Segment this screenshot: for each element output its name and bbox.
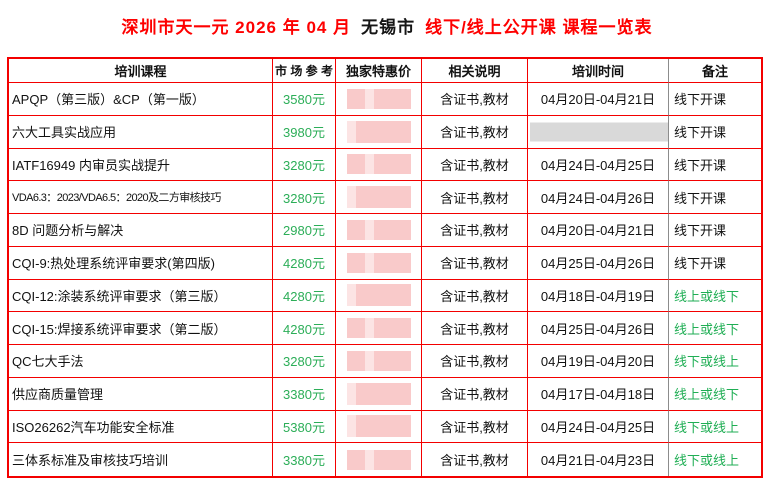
price-redaction-block — [346, 415, 411, 438]
remark-cell: 线下开课 — [669, 149, 761, 182]
header-remark: 备注 — [669, 59, 761, 83]
market-price-cell: 4280元 — [273, 312, 336, 345]
remark-cell: 线下或线上 — [669, 345, 761, 378]
remark-cell: 线下开课 — [669, 247, 761, 280]
price-redaction-block — [346, 88, 411, 109]
special-price-cell — [336, 312, 422, 345]
schedule-cell: 04月20日-04月21日 — [528, 83, 669, 116]
description-cell: 含证书,教材 — [422, 181, 528, 214]
price-redaction-block — [346, 120, 411, 143]
description-cell: 含证书,教材 — [422, 312, 528, 345]
market-price-cell: 3980元 — [273, 115, 336, 149]
market-price-cell: 3280元 — [273, 181, 336, 214]
special-price-cell — [336, 410, 422, 444]
header-market-price: 市 场 参 考 — [273, 59, 336, 83]
header-schedule: 培训时间 — [528, 59, 669, 83]
header-special-price: 独家特惠价 — [336, 59, 422, 83]
course-cell: VDA6.3：2023/VDA6.5：2020及二方审核技巧 — [9, 181, 273, 214]
description-cell: 含证书,教材 — [422, 279, 528, 313]
course-cell: ISO26262汽车功能安全标准 — [9, 410, 273, 444]
special-price-cell — [336, 115, 422, 149]
remark-cell: 线下或线上 — [669, 411, 761, 444]
remark-cell: 线上或线下 — [669, 312, 761, 345]
price-redaction-block — [346, 154, 411, 175]
market-price-cell: 3380元 — [273, 377, 336, 411]
market-price-cell: 5380元 — [273, 410, 336, 444]
market-price-cell: 2980元 — [273, 214, 336, 247]
page-title: 深圳市天一元 2026 年 04 月无锡市 线下/线上公开课 课程一览表 — [0, 13, 774, 38]
schedule-cell: 04月20日-04月21日 — [528, 214, 669, 247]
description-cell: 含证书,教材 — [422, 246, 528, 280]
special-price-cell — [336, 246, 422, 280]
market-price-cell: 4280元 — [273, 279, 336, 313]
price-redaction-block — [346, 284, 411, 307]
remark-cell: 线下或线上 — [674, 453, 740, 469]
description-cell: 含证书,教材 — [422, 148, 528, 182]
special-price-cell — [336, 181, 422, 214]
course-cell: 供应商质量管理 — [9, 377, 273, 411]
description-cell: 含证书,教材 — [422, 410, 528, 444]
schedule-cell: 04月18日-04月19日 — [528, 279, 669, 313]
description-cell: 含证书,教材 — [422, 83, 528, 116]
course-cell: APQP（第三版）&CP（第一版） — [9, 83, 273, 116]
remark-cell: 线下开课 — [669, 83, 761, 116]
schedule-cell — [528, 115, 669, 149]
course-cell: IATF16949 内审员实战提升 — [9, 148, 273, 182]
schedule-cell: 04月24日-04月25日 — [528, 148, 669, 182]
course-cell: 三体系标准及审核技巧培训 — [9, 443, 273, 476]
price-redaction-block — [346, 449, 411, 470]
schedule-cell: 04月24日-04月25日 — [528, 410, 669, 444]
special-price-cell — [336, 443, 422, 476]
gray-redaction-block — [530, 122, 668, 142]
schedule-cell: 04月25日-04月26日 — [528, 312, 669, 345]
market-price-cell: 3280元 — [273, 148, 336, 182]
special-price-cell — [336, 214, 422, 247]
remark-cell: 线下开课 — [669, 116, 761, 149]
title-course-list-label: 线下/线上公开课 课程一览表 — [425, 18, 653, 37]
description-cell: 含证书,教材 — [422, 377, 528, 411]
course-cell: CQI-9:热处理系统评审要求(第四版) — [9, 246, 273, 280]
special-price-cell — [336, 279, 422, 313]
course-cell: 六大工具实战应用 — [9, 115, 273, 149]
remark-cell: 线下开课 — [669, 181, 761, 214]
schedule-cell: 04月19日-04月20日 — [528, 345, 669, 378]
schedule-cell: 04月24日-04月26日 — [528, 181, 669, 214]
schedule-cell: 04月17日-04月18日 — [528, 377, 669, 411]
price-redaction-block — [346, 252, 411, 273]
special-price-cell — [336, 345, 422, 378]
market-price-cell: 3380元 — [273, 443, 336, 476]
price-redaction-block — [346, 350, 411, 371]
remark-cell: 线上或线下 — [669, 378, 761, 411]
description-cell: 含证书,教材 — [422, 214, 528, 247]
market-price-cell: 4280元 — [273, 246, 336, 280]
market-price-cell: 3580元 — [273, 83, 336, 116]
course-cell: 8D 问题分析与解决 — [9, 214, 273, 247]
course-cell: CQI-15:焊接系统评审要求（第二版） — [9, 312, 273, 345]
price-redaction-block — [346, 318, 411, 339]
remark-cell: 线下开课 — [669, 214, 761, 247]
title-city: 无锡市 — [361, 18, 416, 37]
market-price-cell: 3280元 — [273, 345, 336, 378]
schedule-cell: 04月21日-04月23日 — [528, 443, 669, 476]
description-cell: 含证书,教材 — [422, 345, 528, 378]
course-table: 培训课程 市 场 参 考 独家特惠价 相关说明 培训时间 备注 APQP（第三版… — [7, 57, 763, 478]
title-org-month: 深圳市天一元 2026 年 04 月 — [121, 18, 352, 37]
description-cell: 含证书,教材 — [422, 115, 528, 149]
course-cell: CQI-12:涂装系统评审要求（第三版） — [9, 279, 273, 313]
special-price-cell — [336, 83, 422, 116]
price-redaction-block — [346, 186, 411, 209]
header-description: 相关说明 — [422, 59, 528, 83]
schedule-cell: 04月25日-04月26日 — [528, 246, 669, 280]
special-price-cell — [336, 148, 422, 182]
price-redaction-block — [346, 382, 411, 405]
price-redaction-block — [346, 219, 411, 240]
course-cell: QC七大手法 — [9, 345, 273, 378]
special-price-cell — [336, 377, 422, 411]
remark-cell: 线上或线下 — [669, 280, 761, 313]
description-cell: 含证书,教材 — [422, 443, 528, 476]
header-course: 培训课程 — [9, 59, 273, 83]
